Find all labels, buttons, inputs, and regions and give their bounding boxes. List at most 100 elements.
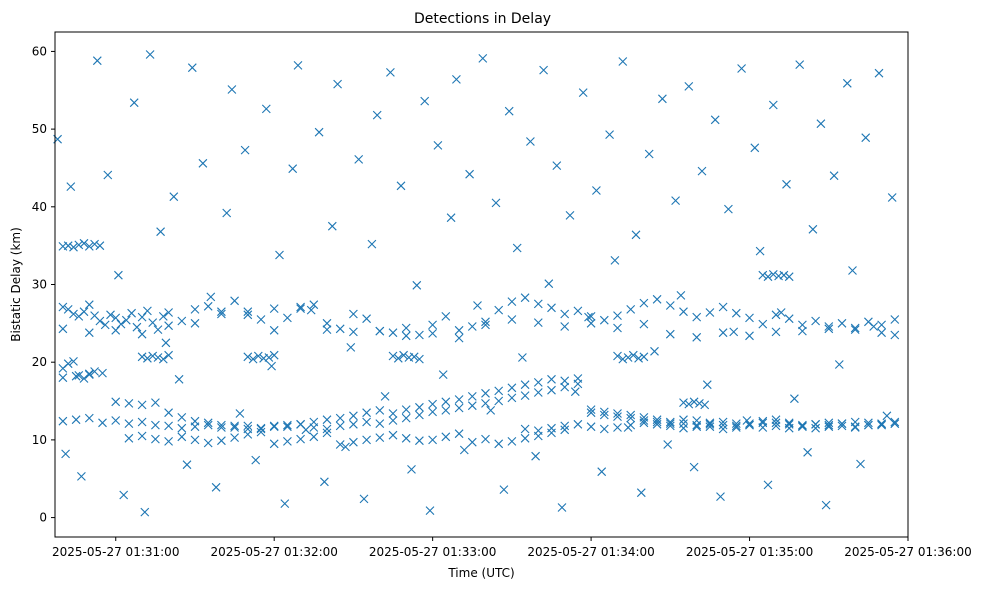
data-point-marker [692,422,702,432]
data-point-marker [190,416,200,426]
data-point-marker [731,308,741,318]
data-point-marker [164,350,173,360]
data-point-marker [74,240,84,250]
data-point-marker [375,406,385,415]
data-point-marker [539,65,548,75]
data-point-marker [362,408,371,418]
data-point-marker [618,57,628,66]
data-point-marker [415,402,424,412]
chart-title: Detections in Delay [414,11,551,27]
data-point-marker [309,423,319,432]
data-point-marker [692,312,702,322]
y-tick-label: 50 [32,122,47,136]
y-tick-label: 40 [32,200,47,214]
data-point-marker [79,307,89,317]
data-point-marker [507,383,517,393]
data-point-marker [335,440,345,449]
data-point-marker [724,204,733,214]
data-point-marker [481,317,490,327]
data-point-marker [663,440,673,449]
data-point-marker [438,370,448,379]
data-point-marker [84,370,94,379]
data-point-marker [560,425,570,435]
data-point-marker [705,418,715,428]
data-point-marker [401,405,411,414]
data-point-marker [243,310,253,320]
data-point-marker [763,272,773,282]
data-point-marker [129,98,139,108]
data-point-marker [779,270,789,280]
data-point-marker [349,309,358,319]
data-point-marker [790,394,799,404]
data-point-marker [415,330,424,340]
data-point-marker [824,322,834,331]
data-point-marker [103,170,113,180]
data-point-marker [235,409,245,418]
data-point-marker [111,397,121,407]
data-point-marker [190,318,200,328]
data-point-marker [63,359,73,369]
data-point-marker [399,350,408,360]
data-point-marker [610,256,620,265]
data-point-marker [177,432,187,442]
data-point-marker [322,325,332,334]
x-axis: 2025-05-27 01:31:00 2025-05-27 01:32:00 20… [52,537,972,559]
data-point-marker [425,506,435,515]
data-point-marker [586,405,596,414]
data-point-marker [467,322,477,331]
data-point-marker [111,416,121,425]
data-point-marker [850,423,860,432]
data-point-marker [230,433,239,442]
data-point-marker [718,424,728,434]
data-point-marker [143,353,152,363]
data-point-marker [320,477,329,487]
data-point-marker [795,60,805,69]
data-point-marker [293,61,303,70]
data-point-marker [634,353,643,363]
data-point-marker [349,437,358,447]
data-point-marker [586,318,596,328]
data-point-marker [333,79,342,89]
data-point-marker [158,312,168,321]
data-point-marker [375,433,385,442]
data-point-marker [309,432,319,442]
data-point-marker [834,360,844,369]
data-point-marker [518,353,527,362]
data-point-marker [837,318,847,328]
data-point-marker [132,322,142,332]
data-point-marker [481,388,490,398]
data-point-marker [187,63,197,73]
data-point-marker [570,387,580,397]
data-point-marker [84,328,94,338]
data-point-marker [679,398,688,407]
data-point-marker [710,115,720,125]
data-point-marker [84,369,94,379]
data-point-marker [776,308,786,317]
data-point-marker [407,465,416,474]
data-point-marker [737,64,746,73]
data-point-marker [599,407,609,417]
data-point-marker [217,309,226,319]
data-point-marker [650,346,659,356]
data-point-marker [375,326,385,336]
data-point-marker [758,319,768,329]
data-point-marker [137,431,147,441]
data-point-marker [58,416,68,426]
data-point-marker [599,315,609,325]
data-point-marker [877,419,886,428]
data-point-marker [283,422,292,432]
data-point-marker [100,320,110,330]
data-point-marker [890,315,900,324]
data-point-marker [745,420,754,430]
y-tick-label: 60 [32,44,47,58]
data-point-marker [454,403,464,413]
data-point-marker [309,300,319,310]
data-point-marker [95,316,105,326]
data-point-marker [784,419,794,429]
data-point-marker [695,399,704,408]
data-point-marker [420,96,430,106]
data-point-marker [850,325,860,334]
data-point-marker [665,419,675,428]
data-point-marker [520,391,530,400]
data-point-marker [372,110,382,120]
